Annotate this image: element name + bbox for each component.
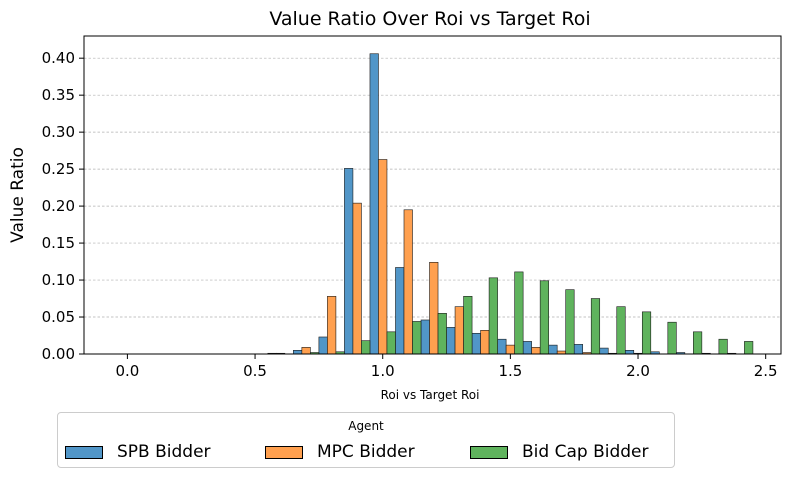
bar-spb-bidder (548, 344, 558, 355)
legend-swatch-mpc-bidder (265, 445, 303, 459)
bar-bid-cap-bidder (488, 277, 498, 355)
y-tick-label: 0.25 (42, 160, 75, 178)
x-tick-label: 0.5 (243, 362, 267, 380)
legend-label-spb-bidder: SPB Bidder (117, 442, 211, 462)
bar-bid-cap-bidder (463, 296, 473, 355)
x-tick-label: 1.0 (371, 362, 395, 380)
bar-bid-cap-bidder (514, 271, 524, 355)
axes: 0.0 0.5 1.0 1.5 2.0 2.5 0.00 0.05 0.10 0.15 0.20 0.… (42, 35, 782, 380)
bar-mpc-bidder (403, 209, 413, 355)
legend-label-bid-cap-bidder: Bid Cap Bidder (522, 442, 649, 462)
bar-spb-bidder (395, 267, 405, 355)
bar-spb-bidder (471, 332, 481, 355)
bar-spb-bidder (318, 336, 328, 355)
bar-mpc-bidder (429, 261, 439, 355)
bar-mpc-bidder (301, 347, 311, 355)
bar-spb-bidder (624, 350, 635, 355)
bar-spb-bidder (522, 341, 532, 355)
bar-bid-cap-bidder (539, 280, 549, 355)
bar-spb-bidder (344, 168, 354, 355)
bar-spb-bidder (369, 53, 379, 355)
legend-swatch-spb-bidder (65, 445, 103, 459)
bar-spb-bidder (573, 344, 584, 355)
bar-bid-cap-bidder (616, 306, 626, 355)
bar-mpc-bidder (378, 159, 388, 355)
bar-spb-bidder (446, 327, 456, 355)
bar-mpc-bidder (327, 296, 337, 355)
x-tick-label: 0.0 (115, 362, 139, 380)
legend-item-bid-cap-bidder: Bid Cap Bidder (470, 442, 648, 462)
legend-label-mpc-bidder: MPC Bidder (317, 442, 415, 462)
legend-swatch-bid-cap-bidder (470, 445, 508, 459)
legend-item-spb-bidder: SPB Bidder (65, 442, 211, 462)
legend: Agent SPB Bidder MPC Bidder Bid Cap Bidd… (57, 412, 675, 468)
y-tick-label: 0.35 (42, 86, 75, 104)
value-ratio-chart: 0.0 0.5 1.0 1.5 2.0 2.5 0.00 0.05 0.10 0.15 0.20 0.… (8, 8, 782, 402)
bar-bid-cap-bidder (641, 311, 652, 355)
bar-mpc-bidder (480, 330, 490, 355)
y-tick-label: 0.15 (42, 234, 75, 252)
y-axis-label: Value Ratio (8, 147, 28, 243)
y-tick-label: 0.30 (42, 123, 75, 141)
x-tick-label: 2.5 (754, 362, 778, 380)
x-tick-label: 2.0 (626, 362, 650, 380)
bar-mpc-bidder (531, 347, 541, 355)
bar-bid-cap-bidder (590, 298, 601, 355)
bar-bid-cap-bidder (718, 338, 728, 355)
bar-spb-bidder (420, 319, 430, 355)
bar-bid-cap-bidder (693, 331, 703, 355)
y-tick-label: 0.40 (42, 49, 75, 67)
bar-bid-cap-bidder (437, 313, 447, 355)
bar-bid-cap-bidder (361, 340, 371, 355)
y-tick-label: 0.00 (42, 345, 75, 363)
bars (267, 53, 754, 355)
bar-bid-cap-bidder (412, 321, 422, 355)
legend-item-mpc-bidder: MPC Bidder (265, 442, 415, 462)
bar-bid-cap-bidder (744, 341, 754, 355)
chart-title: Value Ratio Over Roi vs Target Roi (269, 8, 590, 30)
y-tick-label: 0.10 (42, 271, 75, 289)
bar-mpc-bidder (454, 306, 464, 355)
y-tick-label: 0.20 (42, 197, 75, 215)
x-axis-label: Roi vs Target Roi (381, 388, 480, 402)
legend-title: Agent (348, 419, 384, 433)
bar-spb-bidder (293, 350, 303, 355)
plot-frame (83, 35, 782, 355)
bar-mpc-bidder (352, 202, 362, 355)
bar-bid-cap-bidder (386, 331, 396, 355)
x-tick-label: 1.5 (498, 362, 522, 380)
y-tick-label: 0.05 (42, 308, 75, 326)
bar-spb-bidder (497, 338, 507, 355)
bar-mpc-bidder (505, 344, 515, 355)
bar-bid-cap-bidder (667, 321, 677, 355)
bar-spb-bidder (599, 347, 609, 355)
bar-bid-cap-bidder (565, 289, 575, 355)
